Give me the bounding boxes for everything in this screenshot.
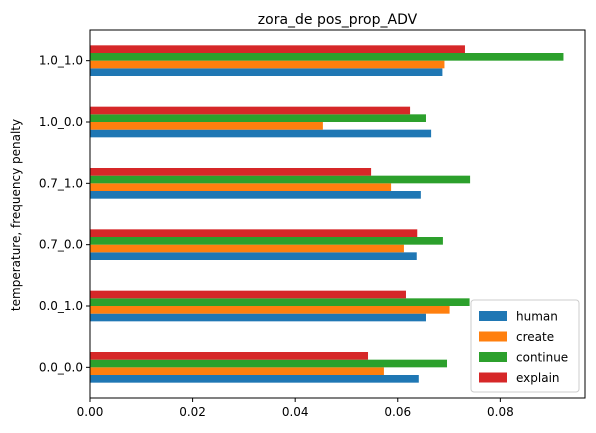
bar-create-0.0_0.0 [90,367,384,375]
y-tick-label: 0.7_1.0 [39,176,83,190]
x-tick-label: 0.00 [77,405,104,419]
x-tick-label: 0.04 [282,405,309,419]
x-tick-label: 0.02 [179,405,206,419]
plot-frame [89,29,586,399]
bar-continue-0.7_1.0 [90,175,471,184]
bar-human-0.0_0.0 [90,375,419,383]
ticks-layer: 0.0_0.0 0.0_1.0 0.7_0.0 0.7_1.0 1.0_0.0 1.0_1… [39,54,514,419]
bar-continue-0.0_0.0 [90,359,448,368]
bar-human-0.7_1.0 [90,191,421,199]
y-axis-label: temperature, frequency penalty [9,119,23,311]
legend-label-continue: continue [516,351,568,365]
legend: human create continue explain [470,299,580,393]
bar-human-0.7_0.0 [90,252,417,260]
bar-explain-1.0_0.0 [90,106,411,115]
chart-title: zora_de pos_prop_ADV [258,12,418,28]
x-tick-label: 0.06 [384,405,411,419]
bar-explain-0.7_1.0 [90,168,372,176]
legend-swatch-explain [479,372,507,383]
legend-label-create: create [516,330,554,344]
bar-human-1.0_0.0 [90,129,432,138]
x-tick-label: 0.08 [487,405,514,419]
legend-label-explain: explain [516,371,560,385]
bar-human-0.0_1.0 [90,313,426,322]
bar-explain-0.0_1.0 [90,290,406,299]
y-tick-label: 1.0_1.0 [39,54,83,68]
y-tick-label: 1.0_0.0 [39,115,83,129]
bar-create-0.0_1.0 [90,306,450,314]
bar-explain-0.0_0.0 [90,352,369,360]
bar-create-1.0_0.0 [90,122,323,130]
bar-human-1.0_1.0 [90,68,443,76]
legend-label-human: human [516,310,558,324]
bar-continue-1.0_0.0 [90,114,426,122]
y-tick-label: 0.0_0.0 [39,360,83,374]
bar-continue-1.0_1.0 [90,53,564,61]
bar-continue-0.7_0.0 [90,237,443,245]
y-tick-label: 0.0_1.0 [39,299,83,313]
bar-explain-1.0_1.0 [90,45,465,53]
bar-explain-0.7_0.0 [90,229,418,237]
bar-create-1.0_1.0 [90,60,445,69]
legend-swatch-create [479,331,507,342]
legend-swatch-human [479,311,507,321]
bar-continue-0.0_1.0 [90,298,470,306]
y-tick-label: 0.7_0.0 [39,238,83,252]
legend-swatch-continue [479,352,507,362]
bar-create-0.7_0.0 [90,244,404,253]
legend-box [470,299,580,393]
bar-create-0.7_1.0 [90,183,392,191]
bars-layer [90,45,564,383]
